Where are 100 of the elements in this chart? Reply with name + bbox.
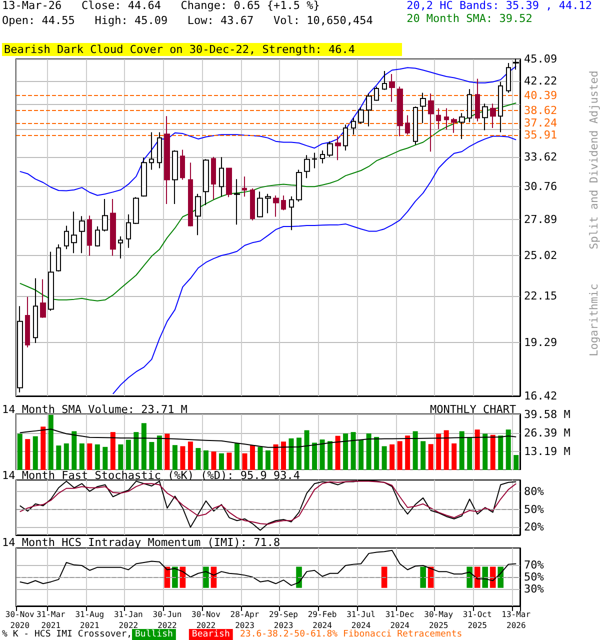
bar	[490, 434, 496, 470]
candlestick	[389, 74, 395, 102]
line-series	[112, 136, 517, 394]
ref-line-label: 35.91	[524, 128, 558, 142]
bar	[25, 439, 30, 470]
bar	[397, 441, 402, 470]
x-tick-label: 13-Mar 2026	[502, 610, 531, 630]
candlestick	[304, 154, 310, 179]
bar	[304, 430, 310, 470]
candlestick	[48, 251, 54, 312]
candlestick	[226, 167, 232, 198]
bar	[320, 439, 325, 470]
text: 23.6-38.2-50-61.8% Fibonacci Retracements	[240, 630, 462, 640]
candlestick	[374, 86, 379, 102]
x-tick-label: 31-Dec 2024	[385, 610, 414, 630]
y-tick-label: 30.76	[524, 180, 558, 194]
candlestick	[320, 150, 325, 164]
bar	[358, 440, 364, 470]
bar	[149, 442, 154, 470]
y-tick-label: 45.09	[524, 52, 558, 66]
bar	[390, 444, 395, 470]
bar	[514, 455, 519, 470]
bar	[141, 423, 146, 470]
x-tick-label: 31-Mar 2021	[36, 610, 66, 630]
bar	[312, 442, 318, 470]
bar	[366, 433, 372, 470]
bar	[296, 438, 302, 470]
candlestick	[296, 169, 302, 202]
candlestick	[250, 188, 255, 221]
y-tick-label: 39.58 M	[524, 408, 571, 422]
candlestick	[475, 78, 480, 122]
bar	[506, 430, 511, 470]
bar	[350, 432, 356, 470]
x-tick-label: 30-Nov 2022	[192, 610, 221, 630]
candlestick	[451, 118, 457, 134]
candlestick	[366, 93, 372, 127]
bar	[180, 446, 186, 470]
bar	[343, 433, 348, 470]
y-tick-label: 26.39 M	[524, 426, 571, 440]
candlestick	[133, 196, 139, 224]
text: 20 Month SMA: 39.52	[406, 12, 532, 25]
y-tick-label: 16.42	[524, 390, 558, 402]
candlestick	[242, 176, 247, 198]
y-tick-label: 50%	[524, 502, 544, 516]
text: Bearish	[192, 630, 230, 640]
bar	[32, 436, 38, 470]
candlestick	[289, 196, 294, 231]
x-tick-label: 30-May 2025	[424, 610, 454, 630]
bar	[172, 445, 178, 470]
bar	[234, 443, 240, 470]
candlestick	[273, 194, 279, 218]
bar	[281, 442, 286, 470]
candlestick	[102, 198, 108, 232]
bar	[258, 446, 263, 470]
candlestick	[498, 81, 503, 133]
chart-title: 14 Month HCS Intraday Momentum (IMI): 71.8	[2, 536, 280, 549]
bar	[94, 444, 100, 470]
x-tick-label: 31-Aug 2021	[75, 610, 104, 630]
line-series	[19, 66, 517, 196]
x-tick-label: 29-Sep 2023	[269, 610, 298, 630]
candlestick	[257, 191, 263, 218]
x-tick-label: 31-Jul 2024	[346, 610, 376, 630]
candlestick	[180, 149, 185, 180]
ref-line-label: 38.62	[524, 104, 558, 118]
bar	[48, 414, 54, 470]
line-series	[19, 102, 517, 302]
ref-line-label: 40.39	[524, 89, 558, 102]
candlestick	[79, 216, 85, 254]
bar	[64, 443, 69, 470]
candlestick	[157, 132, 162, 169]
bar	[79, 443, 84, 470]
x-tick-label: 29-Feb 2024	[308, 610, 337, 630]
candlestick	[195, 193, 201, 236]
candlestick	[351, 118, 356, 136]
candlestick	[405, 114, 410, 136]
candlestick	[64, 225, 69, 250]
bar	[288, 438, 294, 470]
bar	[156, 436, 162, 470]
candlestick	[188, 162, 193, 227]
candlestick	[444, 108, 449, 130]
bar	[266, 450, 270, 470]
candlestick	[482, 103, 488, 131]
line-series	[19, 428, 517, 448]
x-tick-label: 30-Jun 2022	[152, 610, 182, 630]
candlestick	[87, 215, 92, 256]
x-tick-label: 28-Apr 2023	[230, 610, 260, 630]
candlestick	[219, 156, 224, 198]
bar	[242, 453, 248, 470]
candlestick	[141, 157, 147, 198]
candlestick	[25, 296, 30, 348]
bar	[164, 434, 170, 470]
y-tick-label: 30%	[524, 582, 544, 596]
text: Bearish Dark Cloud Cover on 30-Dec-22, Strength: 46.4	[4, 43, 356, 56]
bar	[17, 434, 22, 470]
chart-title: 13-Mar-26 Close: 44.64 Change: 0.65 {+1.5 %}	[2, 0, 320, 12]
candlestick	[126, 214, 131, 248]
bar	[374, 436, 380, 470]
y-tick-label: 27.89	[524, 212, 558, 226]
candlestick	[203, 158, 209, 206]
text: Bullish	[135, 630, 173, 640]
